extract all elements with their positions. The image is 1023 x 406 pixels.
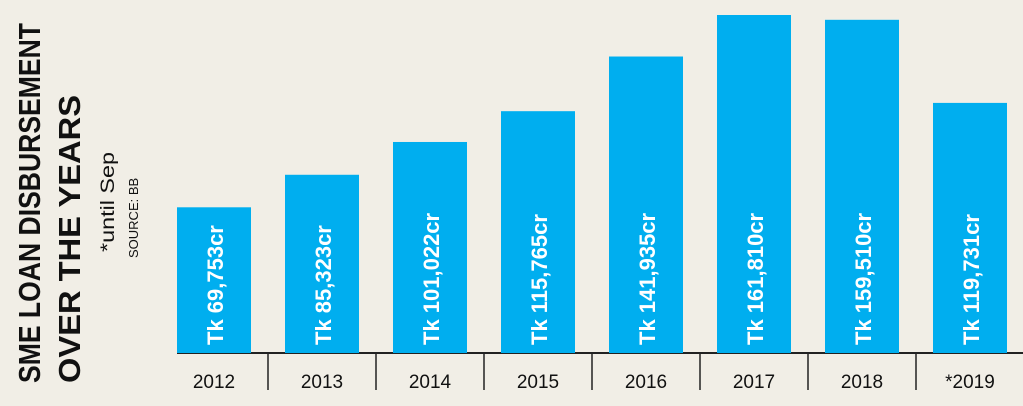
value-label: Tk 85,323cr xyxy=(311,225,336,345)
value-label: Tk 119,731cr xyxy=(959,214,984,345)
x-tick-label: 2016 xyxy=(625,372,667,393)
value-label: Tk 141,935cr xyxy=(635,212,660,345)
value-label: Tk 161,810cr xyxy=(743,212,768,345)
x-tick-label: 2018 xyxy=(841,372,883,393)
source: SOURCE: BB xyxy=(126,178,141,258)
chart-title: OVER THE YEARS xyxy=(52,95,87,383)
note: *until Sep xyxy=(98,152,119,252)
bar xyxy=(501,111,575,353)
value-label: Tk 69,753cr xyxy=(203,225,228,345)
bar xyxy=(177,207,251,353)
bar xyxy=(933,102,1007,353)
value-label: Tk 115,765cr xyxy=(527,214,552,345)
x-tick-label: *2019 xyxy=(945,372,995,393)
value-label: Tk 159,510cr xyxy=(851,212,876,345)
x-tick-label: 2012 xyxy=(193,372,235,393)
x-tick-label: 2014 xyxy=(409,372,452,393)
value-label: Tk 101,022cr xyxy=(419,212,444,345)
bar xyxy=(609,56,683,353)
bar xyxy=(393,141,467,353)
bar xyxy=(825,19,899,353)
x-tick-label: 2013 xyxy=(301,372,343,393)
chart-title: SME LOAN DISBURSEMENT xyxy=(12,23,47,383)
bar xyxy=(717,15,791,353)
bar xyxy=(285,174,359,353)
x-tick-label: 2015 xyxy=(517,372,559,393)
x-tick-label: 2017 xyxy=(733,372,775,393)
